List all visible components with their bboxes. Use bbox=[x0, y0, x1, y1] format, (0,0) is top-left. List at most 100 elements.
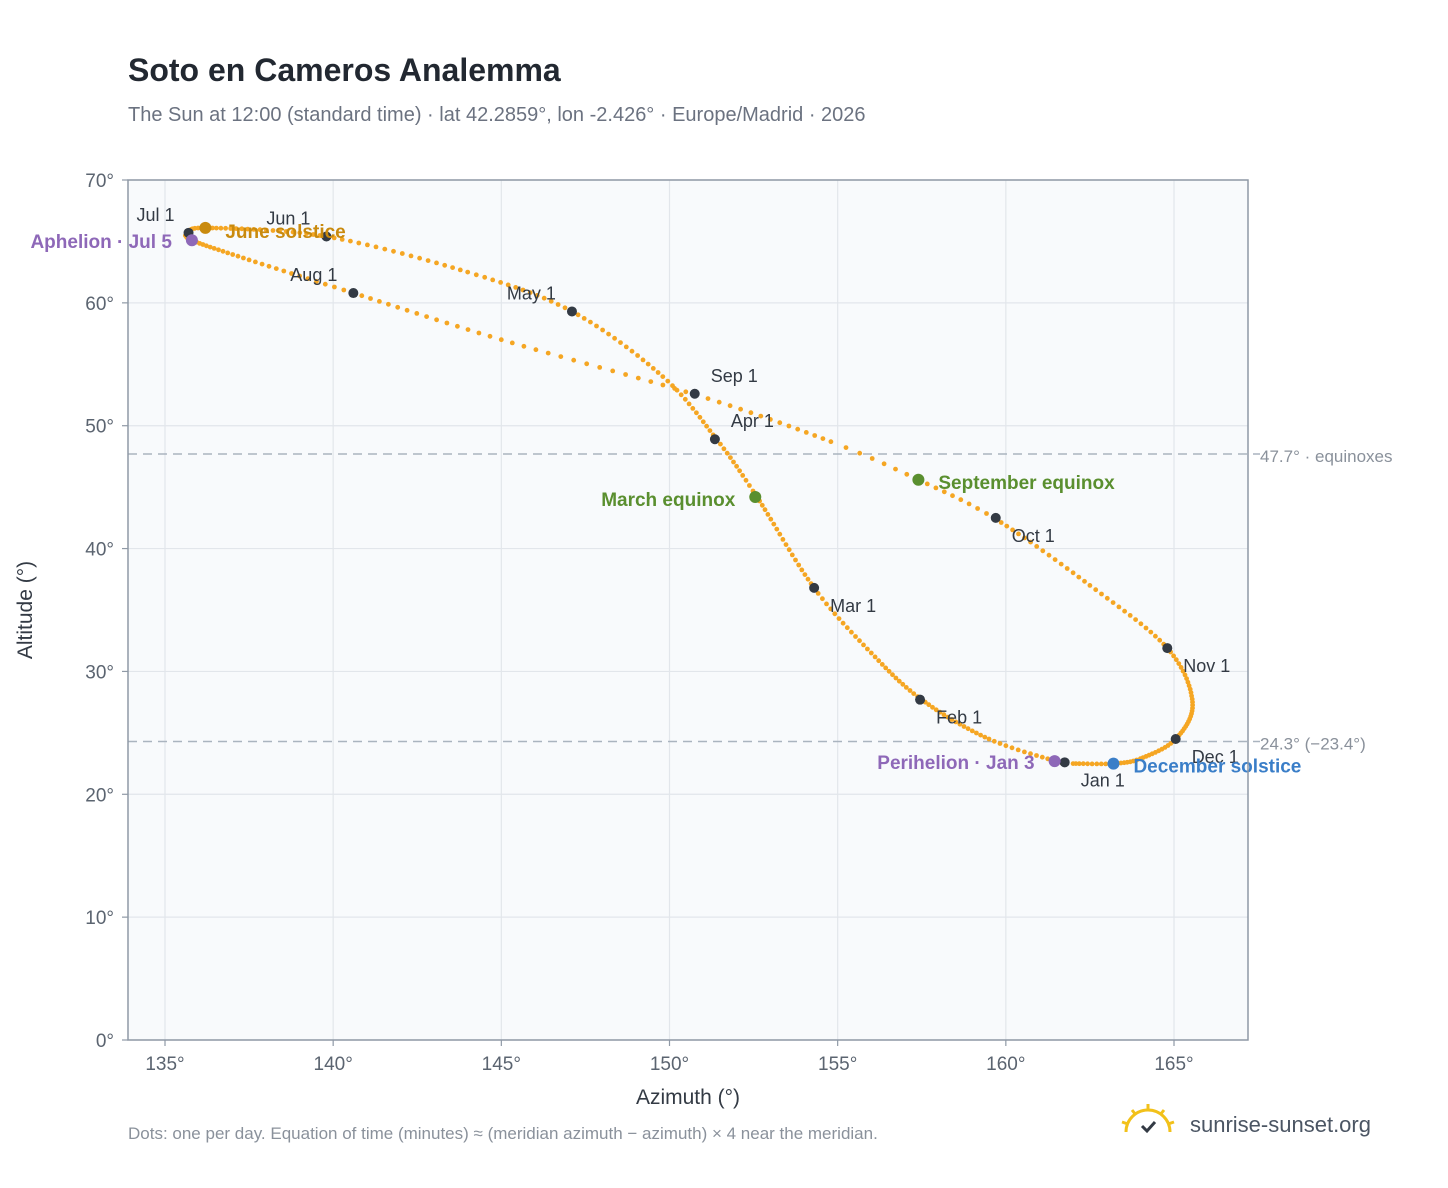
daily-dot bbox=[356, 240, 362, 246]
y-axis-label: Altitude (°) bbox=[14, 561, 37, 659]
daily-dot bbox=[991, 738, 997, 744]
daily-dot bbox=[498, 280, 503, 285]
x-tick-label: 150° bbox=[650, 1054, 689, 1075]
daily-dot bbox=[359, 293, 365, 299]
event-marker bbox=[1107, 757, 1120, 770]
daily-dot bbox=[399, 251, 405, 256]
event-label: June solstice bbox=[225, 222, 345, 243]
daily-dot bbox=[789, 552, 795, 558]
daily-dot bbox=[246, 257, 252, 263]
daily-dot bbox=[1028, 751, 1033, 757]
daily-dot bbox=[700, 419, 706, 425]
daily-dot bbox=[245, 226, 251, 232]
daily-dot bbox=[1116, 604, 1122, 610]
daily-dot bbox=[520, 287, 526, 293]
daily-dot bbox=[473, 272, 479, 278]
daily-dot bbox=[783, 542, 789, 547]
daily-dot bbox=[868, 650, 874, 656]
daily-dot bbox=[743, 477, 749, 483]
daily-dot bbox=[890, 672, 895, 678]
daily-dot bbox=[1122, 608, 1127, 614]
footnote: Dots: one per day. Equation of time (min… bbox=[128, 1124, 878, 1143]
daily-dot bbox=[207, 244, 213, 250]
daily-dot bbox=[584, 361, 590, 367]
daily-dot bbox=[953, 719, 959, 725]
daily-dot bbox=[941, 489, 947, 495]
daily-dot bbox=[975, 506, 980, 511]
month-label: Apr 1 bbox=[731, 411, 774, 431]
daily-dot bbox=[645, 361, 651, 367]
daily-dot bbox=[251, 227, 257, 232]
daily-dot bbox=[853, 634, 858, 639]
daily-dot bbox=[820, 436, 826, 441]
daily-dot bbox=[966, 501, 972, 507]
daily-dot bbox=[949, 717, 955, 722]
brand-logo[interactable]: sunrise-sunset.org bbox=[1120, 1102, 1400, 1146]
daily-dot bbox=[1070, 761, 1076, 766]
daily-dot bbox=[305, 276, 311, 282]
month-label: Jun 1 bbox=[266, 209, 310, 229]
daily-dot bbox=[694, 410, 699, 416]
daily-dot bbox=[450, 265, 455, 270]
daily-dot bbox=[225, 250, 231, 256]
daily-dot bbox=[341, 287, 347, 293]
daily-dot bbox=[322, 281, 328, 287]
month-label: May 1 bbox=[507, 283, 556, 303]
daily-dot bbox=[417, 255, 422, 261]
event-marker bbox=[199, 221, 212, 234]
daily-dot bbox=[1184, 676, 1189, 681]
daily-dot bbox=[974, 730, 979, 736]
month-marker bbox=[348, 288, 359, 299]
month-markers: Jan 1 Feb 1 Mar 1 Apr 1 May 1 Jun 1 Jul 1 Aug 1… bbox=[137, 205, 1239, 791]
daily-dot bbox=[648, 379, 654, 384]
event-label: December solstice bbox=[1133, 757, 1301, 778]
daily-dot bbox=[731, 459, 736, 465]
daily-dot bbox=[465, 269, 471, 275]
daily-dot bbox=[665, 378, 671, 384]
daily-dot bbox=[434, 260, 439, 266]
daily-dot bbox=[297, 230, 303, 236]
daily-dot bbox=[1016, 531, 1021, 537]
daily-dot bbox=[1064, 566, 1070, 571]
daily-dot bbox=[893, 675, 899, 681]
daily-dot bbox=[558, 354, 564, 359]
daily-dot bbox=[391, 248, 396, 254]
y-tick-label: 30° bbox=[85, 662, 114, 683]
daily-dot bbox=[774, 526, 780, 532]
daily-dot bbox=[1040, 548, 1046, 554]
daily-dot bbox=[705, 396, 711, 401]
daily-dot bbox=[1180, 668, 1186, 674]
daily-dot bbox=[924, 481, 930, 487]
daily-dot bbox=[904, 471, 910, 477]
event-label: Perihelion · Jan 3 bbox=[877, 753, 1034, 774]
daily-dot bbox=[961, 724, 967, 729]
daily-dot bbox=[290, 229, 296, 235]
daily-dot bbox=[1153, 633, 1158, 639]
daily-dot bbox=[1173, 657, 1179, 663]
daily-dot bbox=[368, 296, 373, 301]
daily-dot bbox=[339, 237, 345, 242]
daily-dot bbox=[660, 374, 666, 379]
daily-dot bbox=[758, 413, 764, 419]
daily-dot bbox=[933, 485, 939, 491]
daily-dot bbox=[455, 323, 460, 329]
daily-dot bbox=[861, 642, 866, 648]
daily-dot bbox=[253, 259, 258, 265]
daily-dot bbox=[762, 507, 768, 513]
daily-dot bbox=[1003, 743, 1009, 749]
daily-dot bbox=[1052, 557, 1058, 562]
daily-dot bbox=[257, 227, 263, 233]
reference-line-label: 24.3° (−23.4°) bbox=[1260, 734, 1366, 753]
daily-dot bbox=[395, 304, 401, 310]
daily-dot bbox=[1094, 761, 1100, 767]
daily-dot bbox=[933, 707, 939, 713]
daily-dot bbox=[869, 456, 875, 461]
daily-dot bbox=[672, 386, 677, 391]
daily-dot bbox=[777, 420, 783, 426]
daily-dot bbox=[737, 468, 742, 474]
daily-dot bbox=[476, 330, 482, 336]
daily-dot bbox=[541, 295, 547, 301]
daily-dot bbox=[408, 253, 414, 259]
daily-dot bbox=[803, 430, 809, 435]
